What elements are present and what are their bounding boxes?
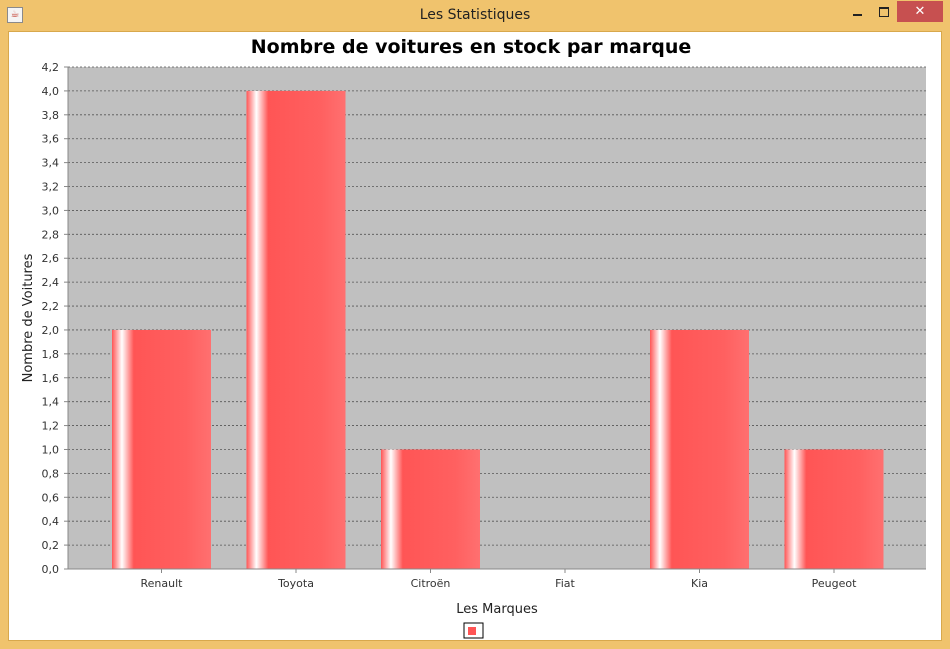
- y-tick-label: 1,2: [42, 420, 60, 433]
- close-icon: ✕: [914, 4, 926, 19]
- chart-title: Nombre de voitures en stock par marque: [251, 36, 691, 58]
- legend-swatch: [468, 627, 476, 635]
- window-title: Les Statistiques: [419, 7, 531, 23]
- minimize-icon: [852, 13, 862, 16]
- maximize-button[interactable]: [870, 1, 897, 22]
- y-tick-label: 1,6: [42, 372, 60, 385]
- y-tick-label: 2,0: [42, 324, 60, 337]
- y-tick-label: 0,8: [42, 467, 60, 480]
- bar-kia: [650, 329, 749, 569]
- bar-renault: [112, 329, 211, 569]
- bar-chart: Nombre de voitures en stock par marque 0…: [21, 36, 926, 639]
- close-button[interactable]: ✕: [897, 1, 943, 22]
- x-tick-label: Peugeot: [812, 577, 857, 590]
- x-tick-label: Kia: [691, 577, 708, 590]
- y-tick-label: 0,0: [42, 563, 60, 576]
- bars: [112, 90, 884, 570]
- bar-peugeot: [784, 449, 884, 569]
- chart-panel: Nombre de voitures en stock par marque 0…: [8, 31, 942, 641]
- y-tick-label: 3,0: [42, 204, 60, 217]
- x-axis-label: Les Marques: [456, 602, 538, 617]
- bar-citroën: [381, 449, 480, 569]
- window-title-bar: ☕ Les Statistiques ✕: [0, 0, 950, 31]
- maximize-icon: [878, 6, 889, 17]
- x-tick-label: Fiat: [555, 577, 575, 590]
- x-tick-label: Toyota: [277, 577, 314, 590]
- y-tick-label: 3,4: [42, 157, 60, 170]
- minimize-button[interactable]: [844, 1, 870, 22]
- bar-toyota: [246, 90, 346, 570]
- y-tick-label: 0,2: [42, 539, 60, 552]
- gridlines: [68, 66, 926, 570]
- legend: [463, 622, 484, 639]
- y-tick-label: 2,4: [42, 276, 60, 289]
- y-tick-label: 1,0: [42, 443, 60, 456]
- y-tick-label: 2,6: [42, 252, 60, 265]
- y-axis: 0,0 0,2 0,4 0,6 0,8 1,0 1,2 1,4 1,6 1,8 2,0 2,2 2,4 2…: [42, 61, 69, 576]
- y-tick-label: 4,0: [42, 85, 60, 98]
- y-tick-label: 4,2: [42, 61, 60, 74]
- java-app-icon: ☕: [7, 7, 23, 23]
- y-tick-label: 2,2: [42, 300, 60, 313]
- y-tick-label: 2,8: [42, 228, 60, 241]
- x-tick-label: Citroën: [411, 577, 451, 590]
- x-tick-label: Renault: [141, 577, 184, 590]
- x-axis: Renault Toyota Citroën Fiat Kia Peugeot: [68, 568, 926, 590]
- y-tick-label: 0,4: [42, 515, 60, 528]
- y-axis-label: Nombre de Voitures: [21, 253, 36, 382]
- y-tick-label: 3,6: [42, 133, 60, 146]
- y-tick-label: 3,8: [42, 109, 60, 122]
- y-tick-label: 1,8: [42, 348, 60, 361]
- y-tick-label: 0,6: [42, 491, 60, 504]
- y-tick-label: 1,4: [42, 396, 60, 409]
- y-tick-label: 3,2: [42, 181, 60, 194]
